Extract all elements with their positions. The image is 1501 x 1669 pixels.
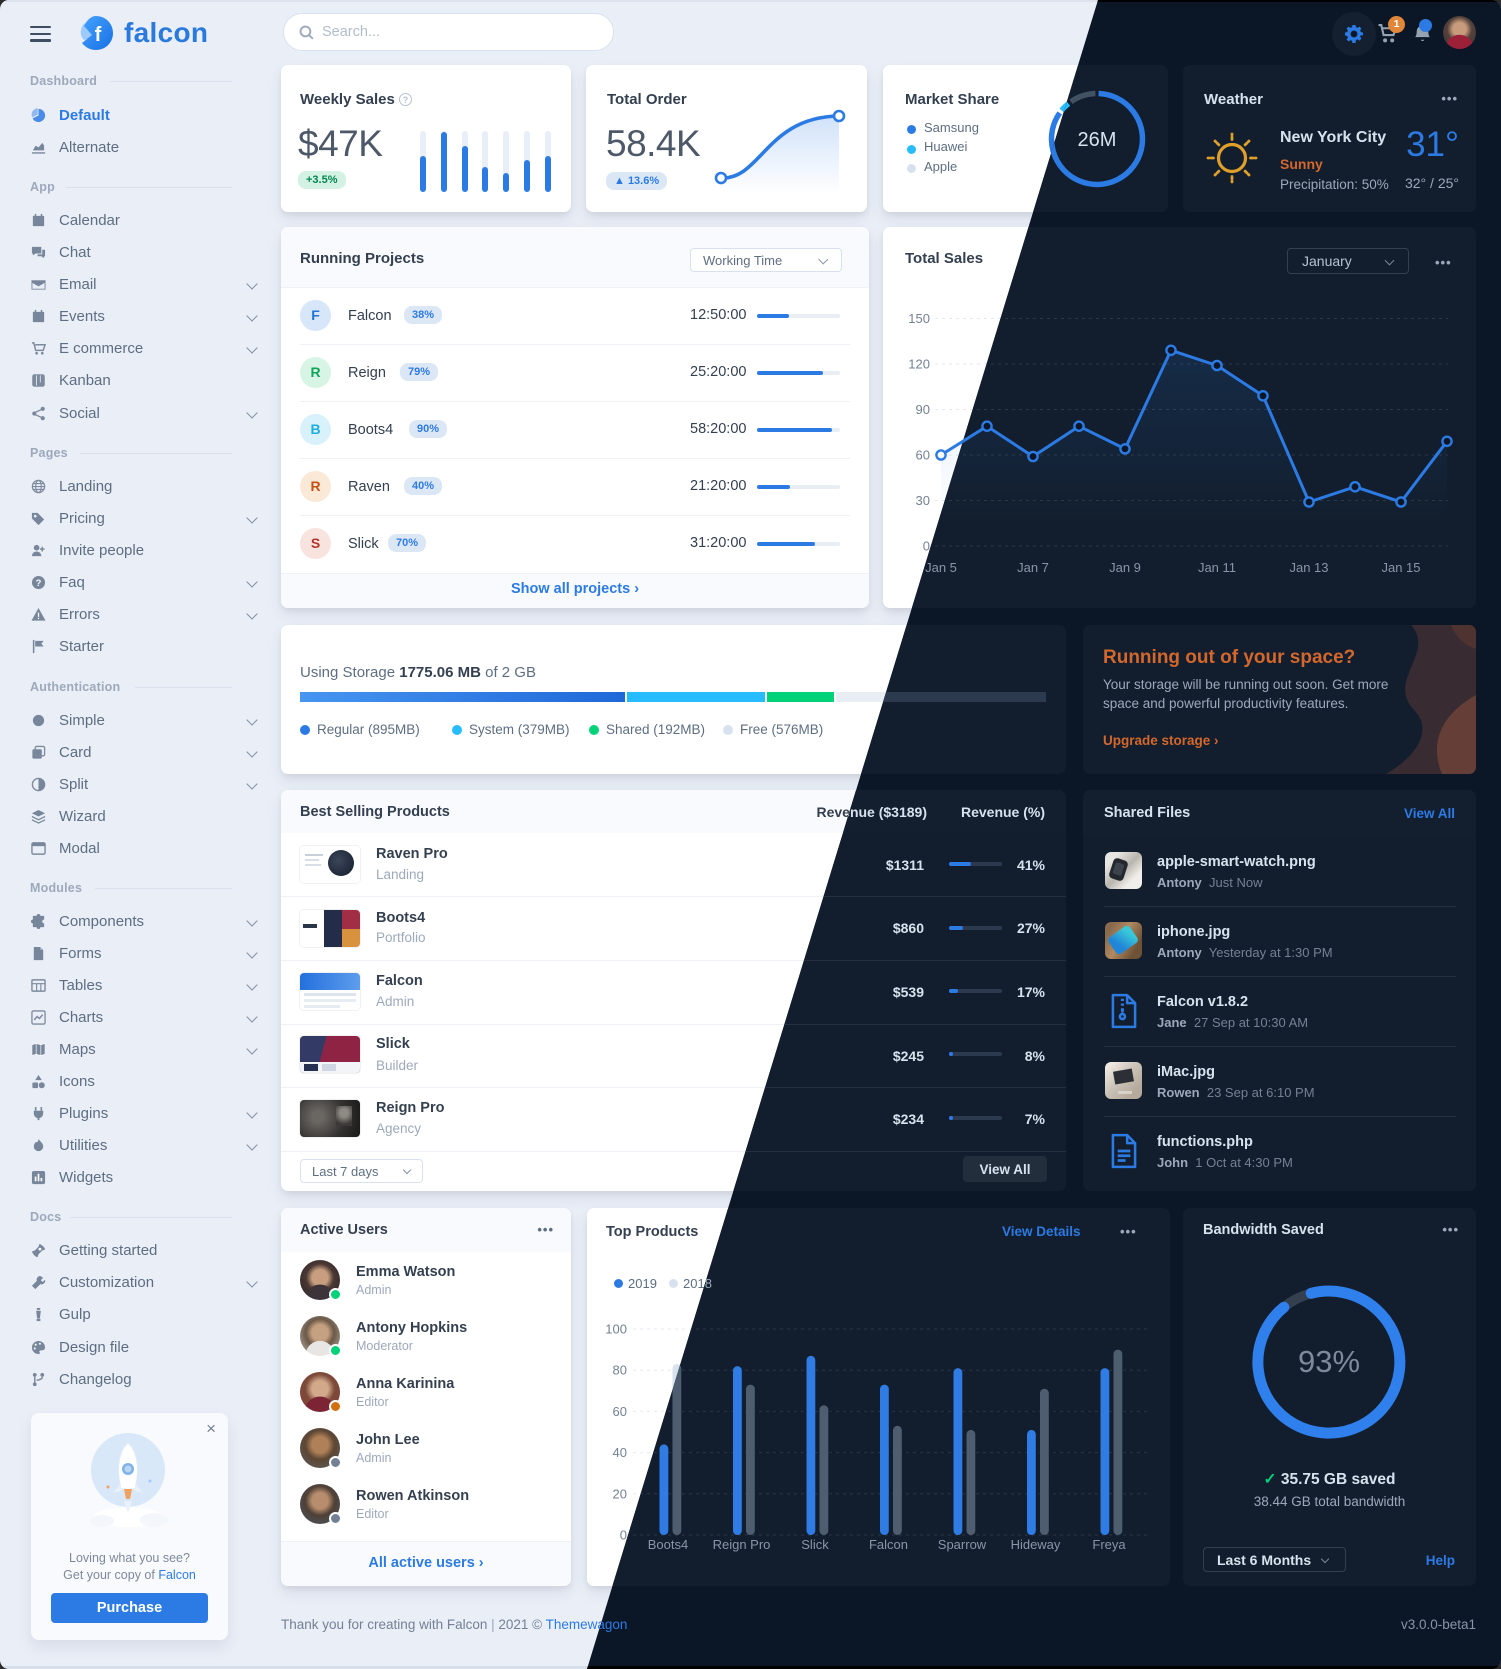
svg-text:Reign Pro: Reign Pro	[713, 1537, 771, 1552]
svg-text:?: ?	[36, 577, 42, 587]
svg-text:93%: 93%	[1298, 1344, 1360, 1379]
svg-text:100: 100	[605, 1322, 627, 1337]
svg-text:Slick: Slick	[801, 1537, 829, 1552]
svg-text:Jan 9: Jan 9	[1109, 560, 1141, 575]
svg-text:Freya: Freya	[1092, 1537, 1126, 1552]
svg-text:Boots4: Boots4	[648, 1537, 688, 1552]
svg-text:Jan 15: Jan 15	[1381, 560, 1420, 575]
svg-text:90: 90	[916, 402, 930, 417]
svg-text:Hideway: Hideway	[1011, 1537, 1061, 1552]
svg-text:Jan 13: Jan 13	[1289, 560, 1328, 575]
svg-text:60: 60	[613, 1404, 627, 1419]
svg-text:26M: 26M	[1078, 129, 1117, 151]
svg-text:Jan 11: Jan 11	[1198, 560, 1236, 575]
svg-text:0: 0	[620, 1528, 627, 1543]
svg-text:20: 20	[613, 1486, 627, 1501]
svg-text:80: 80	[613, 1363, 627, 1378]
svg-text:0: 0	[923, 539, 930, 554]
svg-text:f: f	[95, 24, 102, 46]
svg-text:Jan 7: Jan 7	[1017, 560, 1049, 575]
svg-text:150: 150	[908, 311, 930, 326]
svg-text:30: 30	[916, 493, 930, 508]
svg-text:60: 60	[916, 448, 930, 463]
svg-text:Sparrow: Sparrow	[938, 1537, 987, 1552]
svg-text:40: 40	[613, 1445, 627, 1460]
svg-text:Jan 5: Jan 5	[925, 560, 957, 575]
svg-text:Falcon: Falcon	[869, 1537, 908, 1552]
svg-text:120: 120	[908, 357, 930, 372]
